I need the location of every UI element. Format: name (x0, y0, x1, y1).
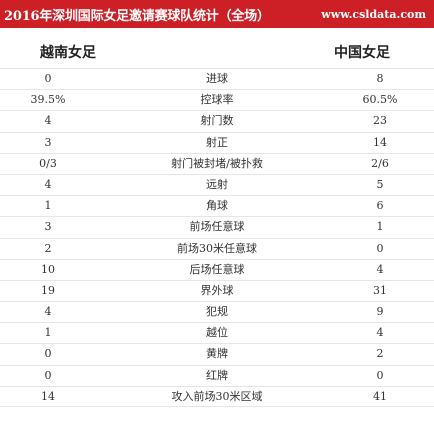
stat-label: 黄牌 (206, 347, 228, 361)
stat-left-value: 4 (44, 305, 52, 319)
stat-row-defensive-free-kicks: 10 后场任意球 4 (0, 258, 434, 280)
stat-right-value: 4 (376, 326, 384, 340)
stat-row-attacking-free-kicks: 3 前场任意球 1 (0, 216, 434, 237)
stat-label: 射门被封堵/被扑救 (171, 156, 263, 170)
stat-left-value: 0/3 (39, 156, 57, 170)
stat-row-shots: 4 射门数 23 (0, 110, 434, 131)
stat-row-blocked-saved: 0/3 射门被封堵/被扑救 2/6 (0, 152, 434, 174)
stat-left-value: 0 (44, 368, 52, 382)
stat-label: 攻入前场30米区域 (171, 389, 263, 403)
stat-right-value: 5 (376, 177, 384, 191)
stat-right-value: 31 (373, 283, 387, 297)
stat-left-value: 14 (41, 389, 55, 403)
stat-right-value: 8 (376, 72, 384, 85)
team-left-name: 越南女足 (40, 45, 96, 61)
stat-label: 射门数 (200, 114, 234, 128)
stat-right-value: 1 (376, 220, 384, 234)
stat-label: 射正 (206, 135, 228, 149)
stat-label: 界外球 (200, 283, 234, 297)
stat-left-value: 0 (44, 72, 52, 85)
stat-left-value: 19 (41, 283, 55, 297)
stat-left-value: 2 (44, 241, 52, 255)
stat-left-value: 4 (44, 114, 52, 128)
stat-left-value: 39.5% (30, 93, 66, 107)
stat-row-yellow-cards: 0 黄牌 2 (0, 343, 434, 364)
stat-left-value: 0 (44, 347, 52, 361)
stat-left-value: 1 (44, 199, 52, 213)
team-names: 越南女足 中国女足 (0, 28, 434, 68)
stat-right-value: 2 (376, 347, 384, 361)
stat-label: 前场30米任意球 (177, 241, 257, 255)
stat-right-value: 23 (373, 114, 387, 128)
stat-label: 后场任意球 (189, 262, 245, 276)
stats-header: 2016年深圳国际女足邀请赛球队统计（全场） www.csldata.com (0, 0, 434, 28)
stat-right-value: 2/6 (371, 156, 389, 170)
site-url: www.csldata.com (321, 7, 426, 21)
stat-row-red-cards: 0 红牌 0 (0, 364, 434, 386)
stat-row-corners: 1 角球 6 (0, 195, 434, 216)
team-right-name: 中国女足 (334, 45, 390, 61)
stat-right-value: 6 (376, 199, 384, 213)
stat-row-offsides: 1 越位 4 (0, 322, 434, 343)
stat-row-fouls: 4 犯规 9 (0, 301, 434, 322)
stat-left-value: 4 (44, 177, 52, 191)
stat-left-value: 3 (44, 135, 52, 149)
stat-row-possession: 39.5% 控球率 60.5% (0, 89, 434, 110)
stat-label: 控球率 (200, 93, 234, 107)
stat-label: 进球 (206, 72, 228, 85)
page-title: 2016年深圳国际女足邀请赛球队统计（全场） (4, 8, 270, 24)
stat-right-value: 60.5% (362, 93, 398, 107)
stat-row-free-kicks-30m: 2 前场30米任意球 0 (0, 237, 434, 259)
stat-right-value: 9 (376, 305, 384, 319)
stat-right-value: 0 (376, 241, 384, 255)
stat-right-value: 41 (373, 389, 387, 403)
stats-table: 0 进球 8 39.5% 控球率 60.5% 4 射门数 23 3 射正 14 … (0, 68, 434, 407)
stat-left-value: 10 (41, 262, 55, 276)
stat-left-value: 3 (44, 220, 52, 234)
stat-row-goals: 0 进球 8 (0, 68, 434, 89)
stat-label: 犯规 (206, 305, 228, 319)
stat-label: 前场任意球 (189, 220, 245, 234)
stat-label: 红牌 (206, 368, 228, 382)
stat-right-value: 4 (376, 262, 384, 276)
stat-row-shots-on-target: 3 射正 14 (0, 131, 434, 153)
stat-row-final-third-entries: 14 攻入前场30米区域 41 (0, 385, 434, 407)
stat-label: 远射 (206, 177, 228, 191)
stat-right-value: 14 (373, 135, 387, 149)
stat-label: 角球 (206, 199, 228, 213)
stat-left-value: 1 (44, 326, 52, 340)
stat-row-throw-ins: 19 界外球 31 (0, 279, 434, 301)
stat-label: 越位 (206, 326, 228, 340)
stat-right-value: 0 (376, 368, 384, 382)
stat-row-long-shots: 4 远射 5 (0, 173, 434, 195)
